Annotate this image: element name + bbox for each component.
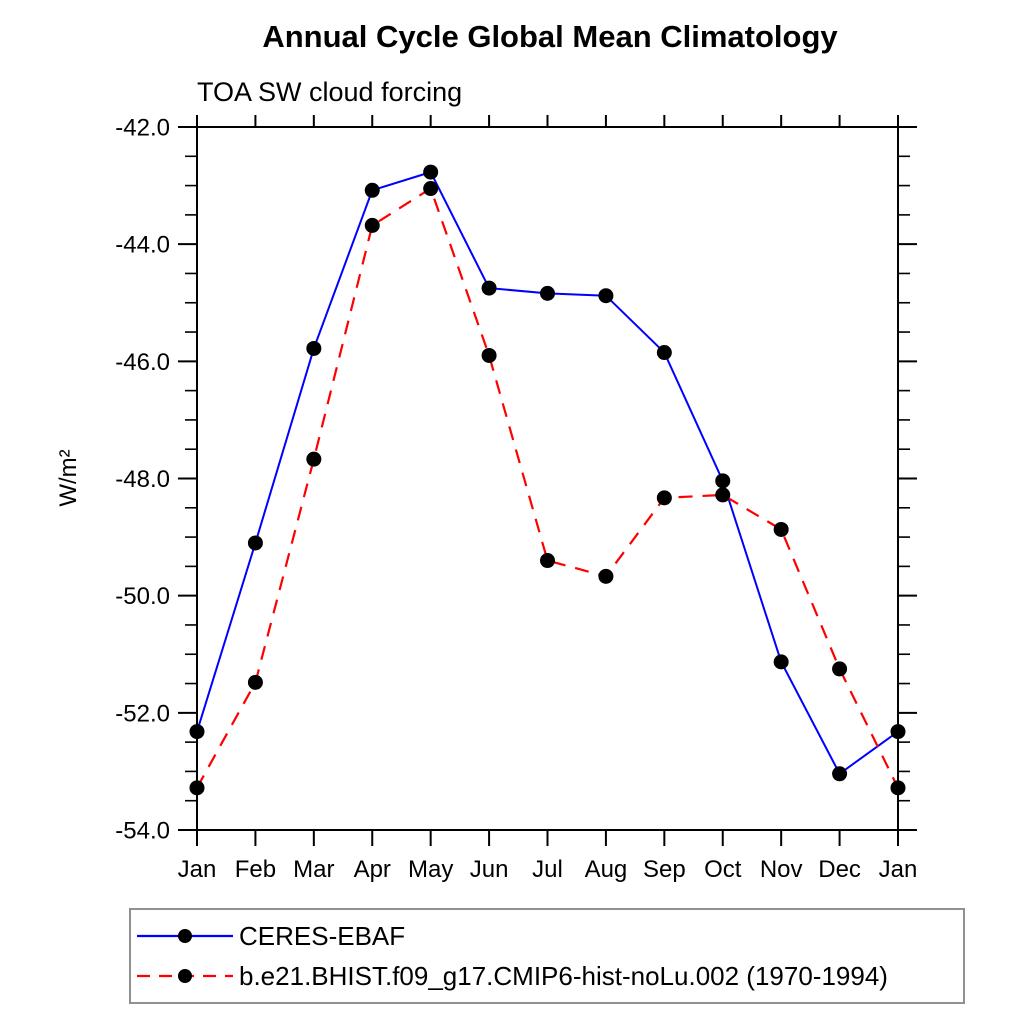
legend-item-model-run: b.e21.BHIST.f09_g17.CMIP6-hist-noLu.002 … [137,961,888,991]
data-point-marker [832,661,848,677]
series-line-1 [196,186,899,789]
y-tick-label: -50.0 [115,583,170,610]
y-tick-label: -46.0 [115,349,170,376]
legend-label-model-run: b.e21.BHIST.f09_g17.CMIP6-hist-noLu.002 … [239,961,888,991]
legend-label-ceres-ebaf: CERES-EBAF [239,921,405,951]
data-point-marker [481,347,497,363]
x-tick-label: Sep [643,856,686,883]
y-tick-label: -44.0 [115,232,170,259]
data-point-marker [656,345,672,361]
x-tick-label: Feb [235,856,276,883]
y-axis-label: W/m² [55,449,82,506]
x-tick-label: Nov [760,856,803,883]
chart-subtitle: TOA SW cloud forcing [197,77,462,107]
data-point-marker [306,340,322,356]
data-point-marker [247,674,263,690]
data-point-marker [890,724,906,740]
x-tick-label: Aug [585,856,628,883]
data-point-marker [247,535,263,551]
data-point-marker [656,490,672,506]
data-point-marker [715,487,731,503]
x-tick-label: Jan [879,856,918,883]
data-point-marker [423,164,439,180]
plot-axes: -42.0 -44.0 -46.0 -48.0 -50.0 -52.0 -54.0 Jan Fe… [115,115,917,884]
series-line-0 [196,170,899,776]
data-point-marker [715,473,731,489]
series-lines [189,164,906,796]
legend-box: CERES-EBAF b.e21.BHIST.f09_g17.CMIP6-his… [129,908,965,1004]
y-tick-label: -52.0 [115,700,170,727]
data-point-marker [598,288,614,304]
data-point-marker [773,654,789,670]
data-point-marker [540,285,555,301]
data-point-marker [364,217,380,233]
data-point-marker [189,780,205,796]
data-point-marker [306,451,322,467]
plot-frame [196,126,899,831]
legend-border [129,908,965,1004]
chart-title: Annual Cycle Global Mean Climatology [262,19,838,54]
x-tick-label: Oct [704,856,742,883]
data-point-marker [423,181,439,197]
x-tick-label: May [408,856,453,883]
y-tick-label: -48.0 [115,466,170,493]
x-tick-label: Jun [470,856,509,883]
data-point-marker [540,553,555,569]
data-point-marker [890,780,906,796]
legend-marker-icon [178,929,192,943]
data-point-marker [189,724,205,740]
y-tick-label: -42.0 [115,115,170,142]
legend-marker-icon [178,969,192,983]
data-point-marker [364,182,380,198]
x-tick-label: Apr [354,856,391,883]
data-point-marker [832,766,848,782]
legend-item-ceres-ebaf: CERES-EBAF [137,921,405,951]
y-tick-label: -54.0 [115,818,170,845]
x-tick-label: Jul [532,856,563,883]
data-point-marker [481,280,497,296]
x-tick-label: Jan [178,856,217,883]
data-point-marker [598,568,614,584]
x-tick-label: Dec [818,856,861,883]
data-point-marker [773,521,789,537]
x-tick-label: Mar [293,856,334,883]
